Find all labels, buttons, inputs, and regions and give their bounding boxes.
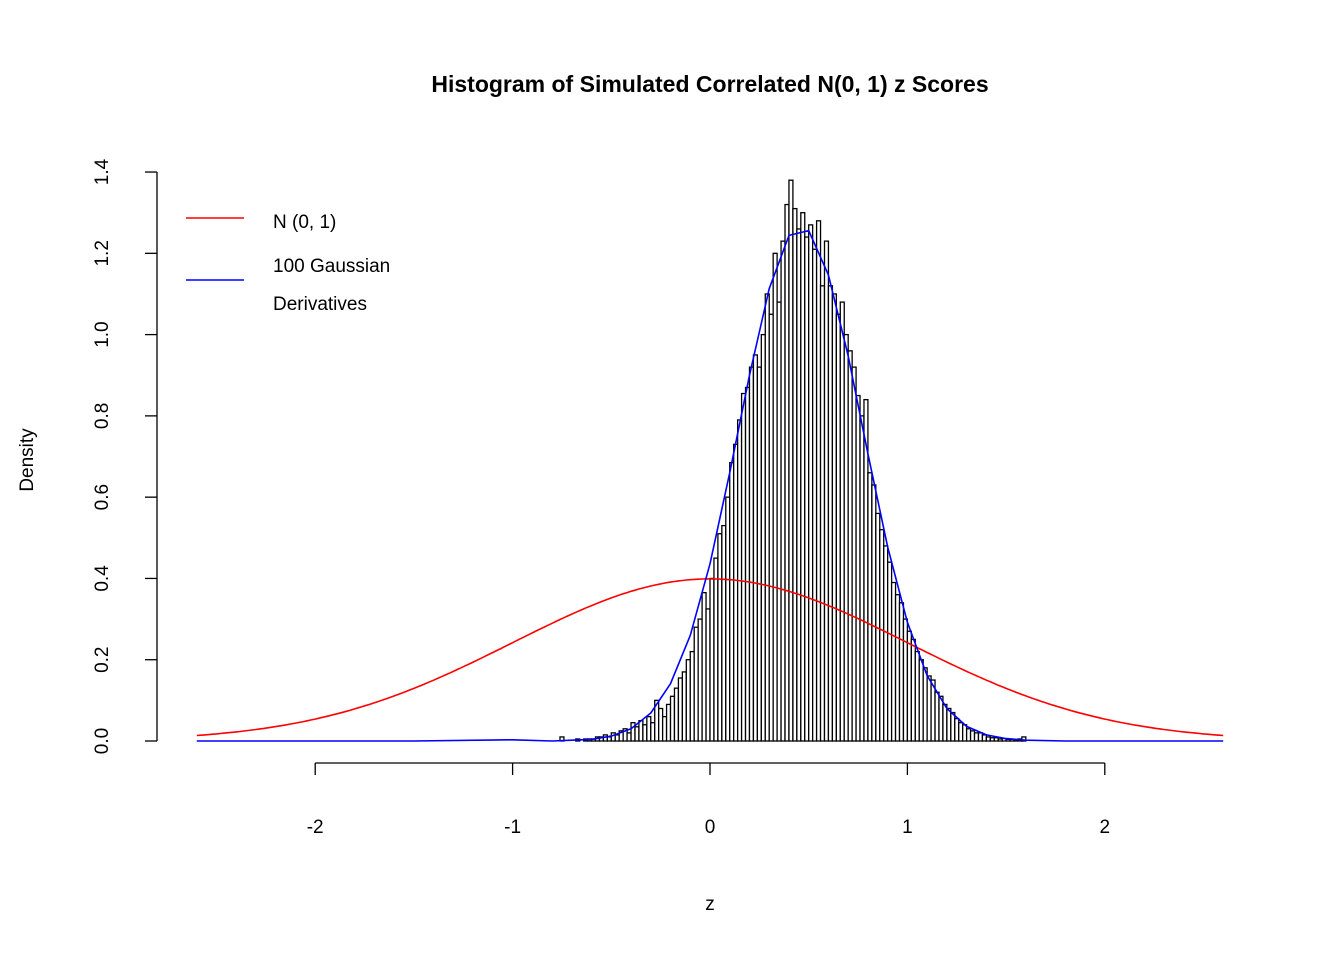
density-curves [196, 229, 1224, 742]
y-tick-label: 1.0 [92, 321, 113, 347]
gaussian-derivatives-density-line [196, 229, 1224, 742]
y-tick-label: 1.2 [92, 240, 113, 266]
y-tick-label: 0.8 [92, 403, 113, 429]
x-tick-label: 1 [902, 817, 913, 838]
y-axis-label: Density [17, 428, 38, 492]
y-tick-label: 0.0 [92, 728, 113, 754]
x-axis: -2 -1 0 1 2 [307, 762, 1111, 838]
y-tick-label: 0.6 [92, 484, 113, 510]
x-tick-label: 0 [705, 817, 716, 838]
x-axis-label: z [705, 894, 715, 915]
y-tick-label: 1.4 [92, 158, 113, 185]
x-tick-label: -1 [504, 817, 521, 838]
legend-label-normal: N (0, 1) [273, 212, 336, 233]
y-tick-label: 0.2 [92, 647, 113, 673]
legend-label-gaussian-derivatives: 100 Gaussian [273, 256, 390, 277]
legend-label-gaussian-derivatives: Derivatives [273, 294, 367, 315]
legend: N (0, 1) 100 Gaussian Derivatives [186, 212, 390, 315]
histogram-bar [1021, 736, 1027, 742]
normal-density-line [196, 578, 1224, 737]
x-tick-label: -2 [307, 817, 324, 838]
y-axis: 0.0 0.2 0.4 0.6 0.8 1.0 1.2 1.4 [92, 158, 158, 754]
x-tick-label: 2 [1100, 817, 1111, 838]
chart-title: Histogram of Simulated Correlated N(0, 1… [431, 71, 988, 97]
y-tick-label: 0.4 [92, 565, 113, 592]
histogram-bars [559, 179, 1027, 742]
